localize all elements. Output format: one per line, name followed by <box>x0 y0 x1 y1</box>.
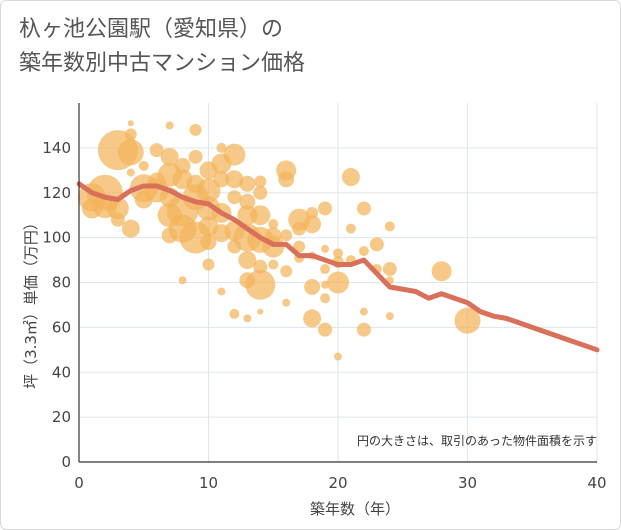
bubble-point-53 <box>239 193 256 210</box>
bubble-point-85 <box>321 244 330 253</box>
bubble-point-5 <box>106 197 129 220</box>
bubble-point-65 <box>257 308 264 315</box>
axes <box>78 103 597 463</box>
y-tick-label-7: 140 <box>42 139 71 157</box>
x-tick-label-3: 30 <box>458 474 477 492</box>
bubble-point-51 <box>229 308 240 319</box>
chart-title-line-1: 杁ヶ池公園駅（愛知県）の <box>19 17 284 42</box>
bubble-point-42 <box>213 171 230 188</box>
bubble-point-95 <box>345 223 356 234</box>
bubble-point-71 <box>278 171 295 188</box>
trend-line <box>76 181 600 353</box>
chart-title-line-2: 築年数別中古マンション価格 <box>19 51 306 76</box>
bubble-point-64 <box>245 269 276 300</box>
bubble-point-61 <box>250 205 271 226</box>
bubble-point-107 <box>431 261 452 282</box>
y-tick-label-5: 100 <box>42 229 71 247</box>
bubble-size-note: 円の大きさは、取引のあった物件面積を示す <box>357 433 597 448</box>
bubble-point-52 <box>239 175 256 192</box>
bubble-point-76 <box>292 221 307 236</box>
x-tick-label-4: 40 <box>587 474 606 492</box>
bubble-point-56 <box>238 251 257 270</box>
y-tick-labels: 0 20 40 60 80 100 120 140 <box>42 139 71 471</box>
y-tick-label-1: 20 <box>52 408 71 426</box>
bubble-point-83 <box>303 309 322 328</box>
bubble-series <box>77 120 481 361</box>
x-tick-label-0: 0 <box>74 474 84 492</box>
bubble-point-35 <box>196 178 221 203</box>
bubble-point-101 <box>369 237 384 252</box>
bubble-point-88 <box>320 293 331 304</box>
y-tick-label-3: 60 <box>52 318 71 336</box>
x-axis-label: 築年数（年） <box>310 500 400 518</box>
bubble-point-9 <box>126 168 135 177</box>
bubble-point-11 <box>124 128 137 141</box>
bubble-point-46 <box>223 143 246 166</box>
y-tick-label-0: 0 <box>61 453 71 471</box>
bubble-point-7 <box>117 139 144 166</box>
y-tick-label-4: 80 <box>52 274 71 292</box>
bubble-point-47 <box>225 170 244 189</box>
x-tick-label-2: 20 <box>328 474 347 492</box>
y-tick-label-2: 40 <box>52 363 71 381</box>
bubble-point-69 <box>268 259 279 270</box>
bubble-point-48 <box>227 190 242 205</box>
bubble-point-104 <box>382 262 397 277</box>
bubble-point-45 <box>217 287 226 296</box>
bubble-point-6 <box>110 212 125 227</box>
y-axis-label: 坪（3.3㎡）単価（万円） <box>22 215 40 389</box>
bubble-point-38 <box>200 234 217 251</box>
x-tick-label-1: 10 <box>199 474 218 492</box>
bubble-point-103 <box>384 221 395 232</box>
y-tick-label-6: 120 <box>42 184 71 202</box>
bubble-point-82 <box>304 278 321 295</box>
x-tick-labels: 0 10 20 30 40 <box>74 474 606 492</box>
bubble-point-100 <box>356 322 371 337</box>
bubble-point-89 <box>318 322 333 337</box>
bubble-point-106 <box>385 312 394 321</box>
bubble-point-58 <box>243 314 252 323</box>
bubble-point-18 <box>165 121 174 130</box>
bubble-point-10 <box>121 219 140 238</box>
bubble-point-86 <box>320 264 331 275</box>
bubble-point-108 <box>454 307 481 334</box>
bubble-point-66 <box>268 219 279 230</box>
bubble-point-29 <box>189 123 202 136</box>
bubble-point-73 <box>280 265 293 278</box>
bubble-point-15 <box>149 143 164 158</box>
bubble-point-19 <box>160 147 179 166</box>
bubble-point-24 <box>174 157 191 174</box>
bubble-point-8 <box>127 120 134 127</box>
bubble-point-93 <box>334 352 342 361</box>
bubble-point-80 <box>303 215 322 234</box>
bubble-point-94 <box>341 168 360 187</box>
bubble-point-40 <box>216 142 227 153</box>
bubble-point-84 <box>318 201 333 216</box>
bubble-point-92 <box>327 271 349 294</box>
bubble-point-72 <box>280 229 293 242</box>
bubble-point-77 <box>293 240 306 253</box>
bubble-point-90 <box>333 248 343 259</box>
bubble-point-59 <box>254 175 267 188</box>
bubble-point-28 <box>178 276 187 285</box>
bubble-point-14 <box>138 160 149 171</box>
bubble-point-98 <box>358 246 369 257</box>
bubble-point-39 <box>202 258 215 271</box>
bubble-point-97 <box>356 201 371 216</box>
bubble-point-99 <box>359 307 368 316</box>
chart-title: 杁ヶ池公園駅（愛知県）の 築年数別中古マンション価格 <box>19 13 305 81</box>
bubble-point-30 <box>188 149 203 164</box>
bubble-point-60 <box>253 185 268 200</box>
bubble-point-74 <box>282 298 291 307</box>
